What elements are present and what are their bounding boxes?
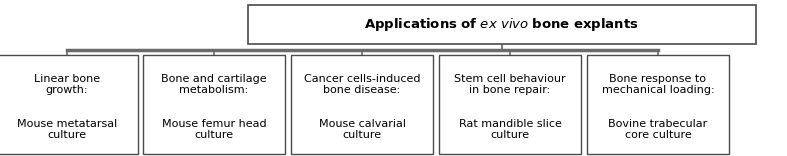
FancyBboxPatch shape	[248, 5, 756, 44]
FancyBboxPatch shape	[587, 55, 729, 154]
Text: Mouse femur head
culture: Mouse femur head culture	[162, 119, 266, 140]
Text: Cancer cells-induced
bone disease:: Cancer cells-induced bone disease:	[304, 74, 420, 95]
FancyBboxPatch shape	[291, 55, 433, 154]
Text: Bone and cartilage
metabolism:: Bone and cartilage metabolism:	[161, 74, 267, 95]
Text: Linear bone
growth:: Linear bone growth:	[34, 74, 100, 95]
Text: Mouse calvarial
culture: Mouse calvarial culture	[319, 119, 405, 140]
Text: Stem cell behaviour
in bone repair:: Stem cell behaviour in bone repair:	[454, 74, 566, 95]
Text: Mouse metatarsal
culture: Mouse metatarsal culture	[17, 119, 117, 140]
FancyBboxPatch shape	[439, 55, 581, 154]
Text: Bovine trabecular
core culture: Bovine trabecular core culture	[608, 119, 708, 140]
Text: Rat mandible slice
culture: Rat mandible slice culture	[459, 119, 561, 140]
Text: $\mathbf{Applications\ of\ }$$\mathbf{\it{ex\ vivo}}$$\mathbf{\ bone\ explants}$: $\mathbf{Applications\ of\ }$$\mathbf{\i…	[364, 16, 639, 33]
Text: Bone response to
mechanical loading:: Bone response to mechanical loading:	[601, 74, 715, 95]
FancyBboxPatch shape	[0, 55, 138, 154]
FancyBboxPatch shape	[143, 55, 285, 154]
